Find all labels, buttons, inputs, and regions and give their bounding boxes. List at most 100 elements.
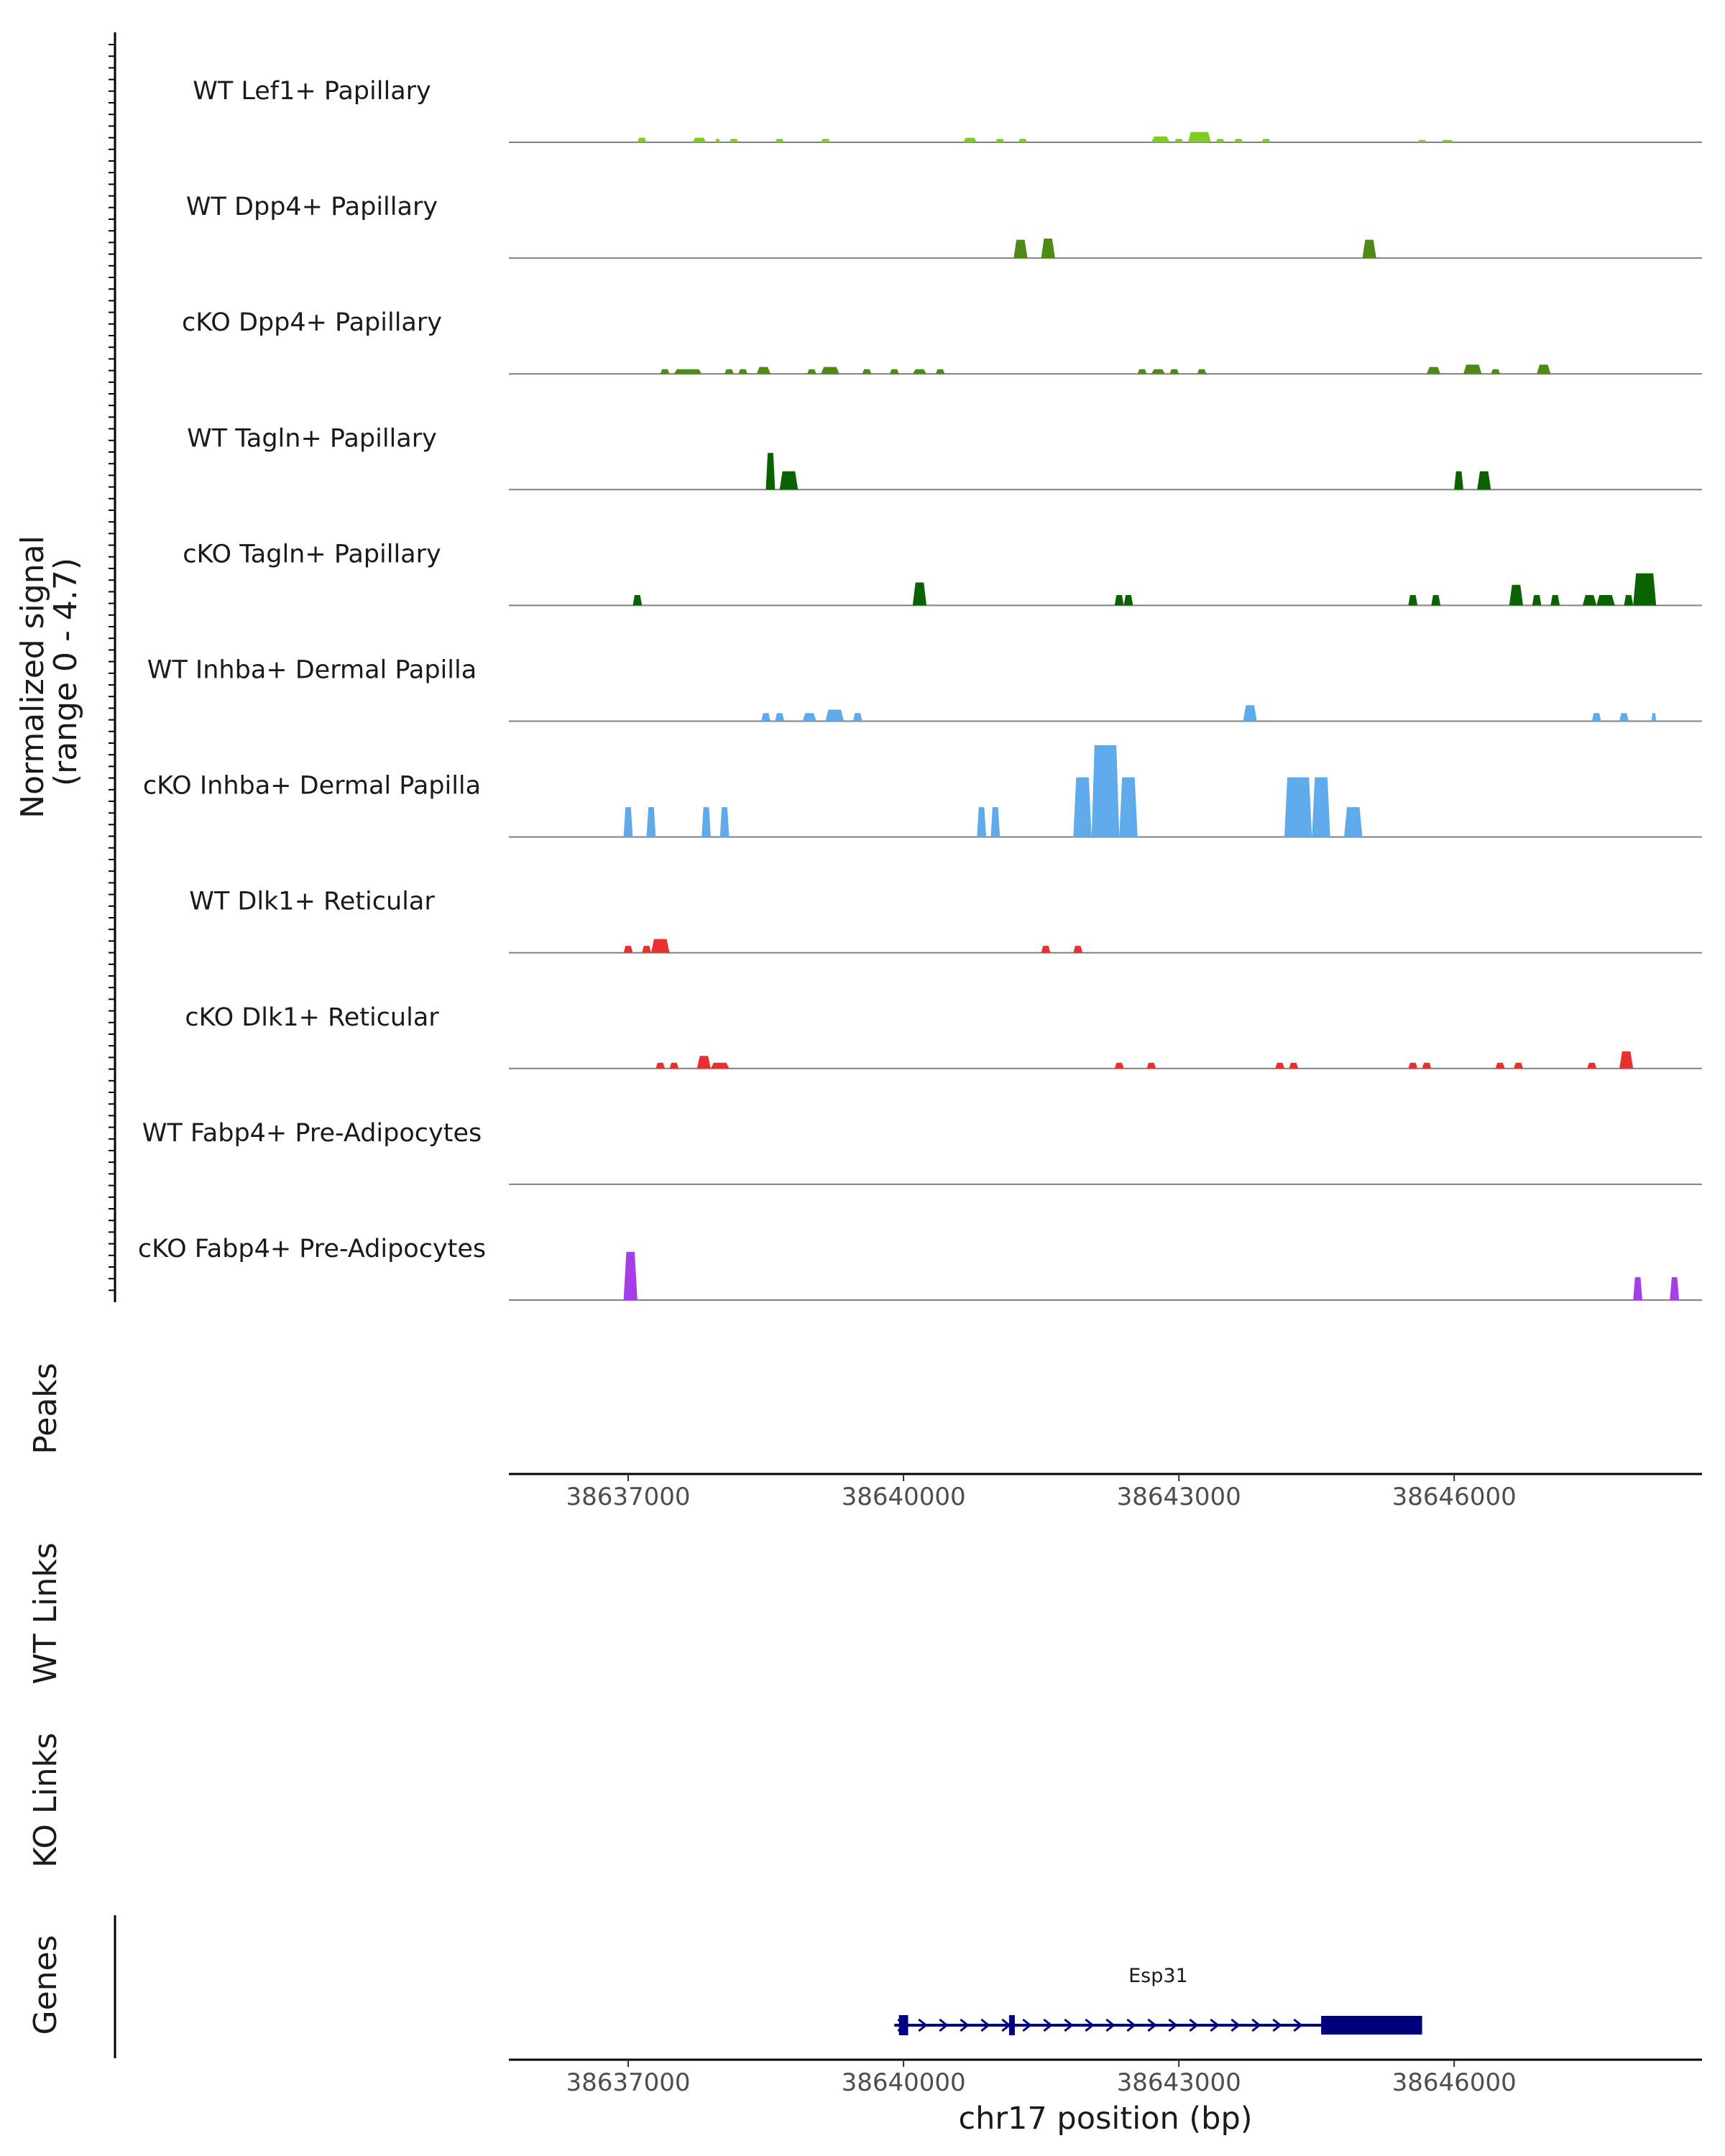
signal-peak-8-6	[1275, 1062, 1284, 1069]
x-axis-title: chr17 position (bp)	[958, 2101, 1252, 2137]
signal-peak-0-7	[995, 139, 1005, 142]
signal-peak-4-5	[1431, 595, 1441, 606]
signal-peak-6-7	[1091, 745, 1120, 837]
y-axis-title-line1: Normalized signal	[14, 535, 51, 819]
gene-exon-1	[1008, 2015, 1015, 2035]
y-axis-title: Normalized signal (range 0 - 4.7)	[14, 525, 84, 819]
track-label-4: cKO Tagln+ Papillary	[183, 540, 441, 568]
signal-peak-6-10	[1312, 777, 1330, 837]
gene-strand-chevron-8	[1064, 2018, 1074, 2032]
signal-peak-0-0	[637, 137, 647, 142]
signal-peak-2-12	[1151, 369, 1165, 374]
signal-peak-5-8	[1651, 713, 1657, 722]
coverage-tracks: WT Lef1+ Papillary WT Dpp4+ Papillary cKO …	[138, 77, 1702, 1301]
signal-peak-0-8	[1018, 139, 1028, 142]
signal-peak-5-4	[852, 713, 862, 722]
signal-peak-5-0	[761, 713, 770, 722]
gene-strand-chevron-7	[1043, 2018, 1053, 2032]
signal-peak-2-16	[1463, 364, 1482, 374]
signal-peak-7-3	[1041, 946, 1051, 953]
track-0: WT Lef1+ Papillary	[193, 77, 1702, 143]
signal-peak-2-17	[1491, 369, 1501, 374]
peaks-x-tick-label-1: 38640000	[842, 1483, 966, 1511]
gene-model	[894, 2015, 1422, 2035]
signal-peak-2-4	[756, 367, 770, 374]
ko-links-track-label: KO Links	[27, 1733, 64, 1868]
signal-peak-2-5	[807, 369, 816, 374]
gene-exon-block	[1321, 2016, 1422, 2035]
signal-peak-0-16	[1440, 139, 1455, 142]
signal-peak-6-2	[702, 807, 711, 837]
signal-peak-6-9	[1284, 777, 1312, 837]
signal-peak-3-1	[779, 471, 799, 490]
signal-peak-2-18	[1537, 364, 1551, 374]
signal-peak-0-4	[775, 139, 785, 142]
signal-peak-2-6	[821, 367, 840, 374]
signal-peak-4-9	[1583, 595, 1597, 606]
signal-peak-0-2	[715, 139, 720, 142]
signal-peak-2-0	[660, 369, 670, 374]
signal-peak-8-3	[710, 1062, 730, 1069]
signal-peak-0-9	[1151, 137, 1170, 142]
signal-peak-8-7	[1289, 1062, 1299, 1069]
track-label-9: WT Fabp4+ Pre-Adipocytes	[142, 1119, 482, 1148]
gene-strand-chevron-9	[1085, 2018, 1095, 2032]
gene-strand-chevron-3	[960, 2018, 970, 2032]
signal-peak-5-3	[825, 709, 845, 722]
signal-peak-0-5	[821, 139, 830, 142]
track-5: WT Inhba+ Dermal Papilla	[147, 656, 1702, 722]
signal-peak-0-3	[729, 139, 739, 142]
signal-peak-10-1	[1633, 1277, 1642, 1300]
signal-peak-8-13	[1619, 1051, 1634, 1069]
signal-peak-10-0	[623, 1252, 638, 1300]
signal-peak-2-9	[912, 369, 926, 374]
track-label-10: cKO Fabp4+ Pre-Adipocytes	[138, 1235, 486, 1263]
signal-peak-5-7	[1619, 713, 1629, 722]
gene-strand-chevron-2	[939, 2018, 949, 2032]
signal-peak-4-8	[1550, 595, 1560, 606]
signal-peak-0-15	[1417, 139, 1427, 142]
genes-track-label: Genes	[27, 1935, 64, 2035]
signal-peak-0-11	[1187, 132, 1211, 142]
gene-strand-chevron-11	[1126, 2018, 1136, 2032]
signal-peak-8-4	[1114, 1062, 1124, 1069]
track-2: cKO Dpp4+ Papillary	[182, 308, 1702, 375]
track-9: WT Fabp4+ Pre-Adipocytes	[142, 1119, 1702, 1185]
peaks-x-tick-label-3: 38646000	[1392, 1483, 1517, 1511]
signal-peak-4-2	[1114, 595, 1124, 606]
gene-strand-chevron-18	[1272, 2018, 1282, 2032]
track-label-0: WT Lef1+ Papillary	[193, 77, 431, 106]
signal-peak-5-1	[775, 713, 785, 722]
signal-peak-5-6	[1591, 713, 1601, 722]
signal-peak-4-12	[1633, 573, 1657, 606]
y-axis-title-line2: (range 0 - 4.7)	[47, 558, 84, 786]
gene-strand-chevron-15	[1210, 2018, 1220, 2032]
signal-peak-6-3	[719, 807, 730, 837]
signal-peak-3-2	[1454, 471, 1463, 490]
peaks-x-axis-ticks: 38637000 38640000 38643000 38646000	[566, 1474, 1517, 1511]
track-4: cKO Tagln+ Papillary	[183, 540, 1702, 607]
gene-strand-chevron-13	[1168, 2018, 1178, 2032]
signal-peak-2-1	[673, 369, 702, 374]
signal-peak-4-4	[1408, 595, 1418, 606]
signal-peak-8-8	[1408, 1062, 1418, 1069]
genes-x-axis-ticks: 38637000 38640000 38643000 38646000	[566, 2060, 1517, 2097]
genes-x-tick-label-2: 38643000	[1117, 2068, 1241, 2097]
track-label-6: cKO Inhba+ Dermal Papilla	[143, 772, 481, 801]
signal-peak-4-11	[1624, 595, 1634, 606]
signal-peak-5-2	[802, 713, 816, 722]
signal-peak-6-5	[990, 807, 1000, 837]
gene-strand-chevron-19	[1293, 2018, 1303, 2032]
genes-x-tick-label-1: 38640000	[842, 2068, 966, 2097]
gene-strand-chevron-1	[918, 2018, 928, 2032]
gene-strand-chevron-16	[1230, 2018, 1241, 2032]
gene-strand-chevron-10	[1105, 2018, 1116, 2032]
signal-y-axis	[109, 32, 116, 1302]
track-label-8: cKO Dlk1+ Reticular	[185, 1003, 439, 1032]
signal-peak-4-6	[1509, 584, 1523, 606]
signal-peak-0-13	[1233, 139, 1243, 142]
signal-peak-4-7	[1532, 595, 1542, 606]
signal-peak-2-14	[1197, 369, 1207, 374]
signal-peak-4-0	[632, 595, 643, 606]
